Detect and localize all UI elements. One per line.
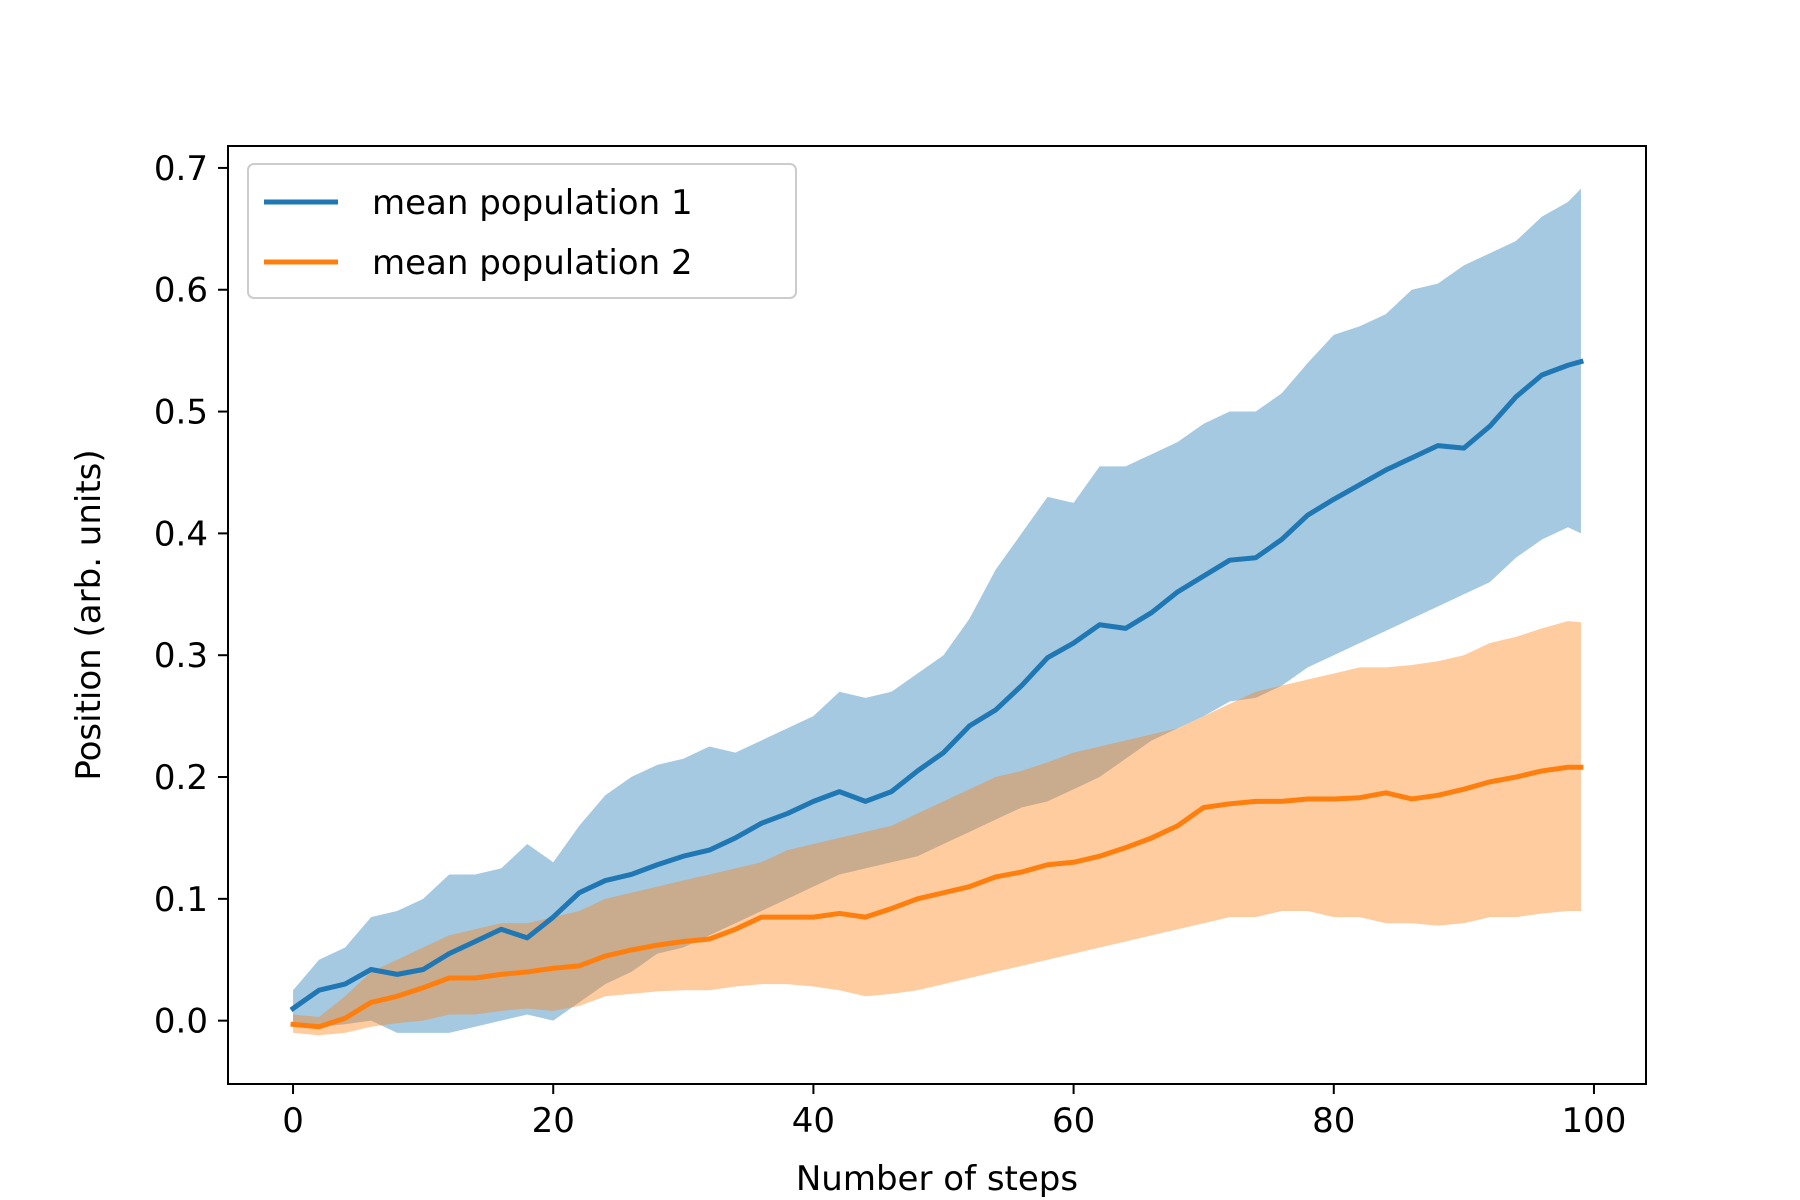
x-tick-label: 20 xyxy=(532,1101,575,1141)
confidence-bands xyxy=(293,188,1581,1036)
y-tick-label: 0.1 xyxy=(154,880,208,920)
y-tick-label: 0.6 xyxy=(154,271,208,311)
series-1-band xyxy=(293,188,1581,1033)
x-axis: 0 20 40 60 80 100 xyxy=(282,1084,1626,1141)
legend-box xyxy=(247,163,797,299)
y-tick-label: 0.2 xyxy=(154,758,208,798)
y-axis-title: Position (arb. units) xyxy=(69,449,109,780)
x-tick-label: 80 xyxy=(1312,1101,1355,1141)
x-tick-label: 40 xyxy=(792,1101,835,1141)
legend-label-series-2: mean population 2 xyxy=(372,243,693,283)
x-tick-label: 60 xyxy=(1052,1101,1095,1141)
y-axis: 0.0 0.1 0.2 0.3 0.4 0.5 0.6 0.7 xyxy=(154,149,228,1042)
y-tick-label: 0.0 xyxy=(154,1002,208,1042)
plot-frame xyxy=(227,145,1647,1085)
legend-label-series-1: mean population 1 xyxy=(372,183,693,223)
series-2-band xyxy=(293,621,1581,1036)
x-tick-label: 0 xyxy=(282,1101,304,1141)
x-tick-label: 100 xyxy=(1562,1101,1627,1141)
x-axis-title: Number of steps xyxy=(796,1159,1078,1199)
y-tick-label: 0.3 xyxy=(154,636,208,676)
legend: mean population 1 mean population 2 xyxy=(247,163,797,299)
series-lines xyxy=(289,358,1585,1030)
y-tick-label: 0.7 xyxy=(154,149,208,189)
y-tick-label: 0.4 xyxy=(154,514,208,554)
series-1-line xyxy=(289,358,1585,1012)
y-tick-label: 0.5 xyxy=(154,393,208,433)
series-2-line xyxy=(290,764,1584,1030)
